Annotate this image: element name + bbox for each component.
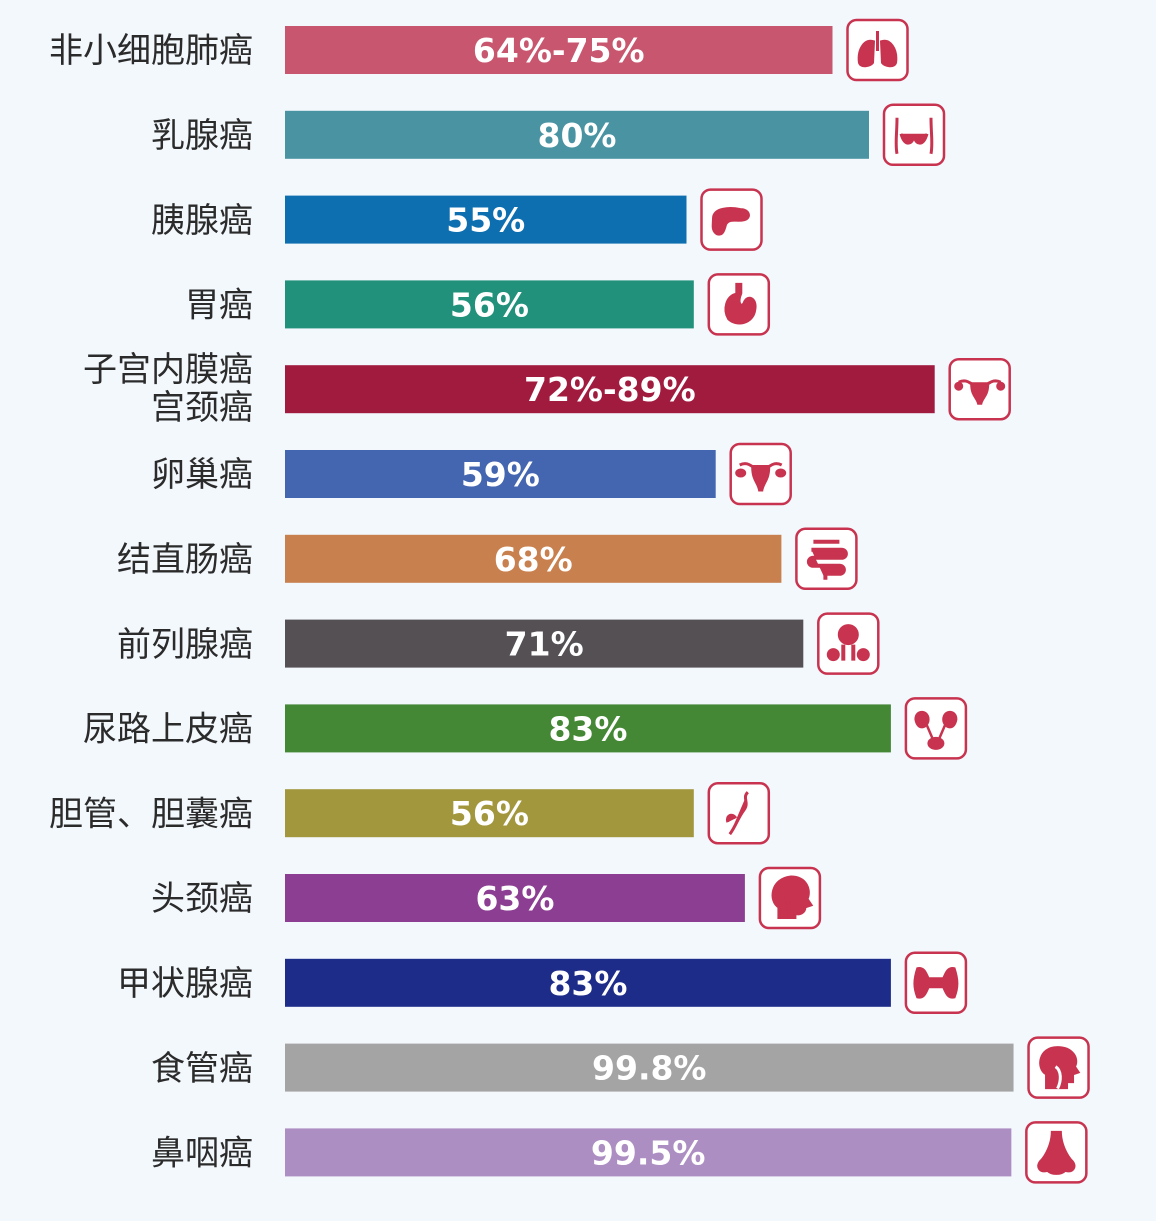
bar [285,365,935,414]
bar [285,789,694,838]
pancreas-icon [700,188,763,251]
kidney-icon [904,697,968,760]
value-label: 56% [450,794,529,833]
value-label: 68% [494,540,573,579]
bar [285,704,891,753]
category-label: 子宫内膜癌 [83,350,253,390]
bar [285,195,687,244]
value-label: 99.8% [592,1049,707,1088]
value-label: 55% [446,201,525,240]
category-label: 鼻咽癌 [151,1134,253,1174]
value-label: 99.5% [591,1133,706,1172]
category-label: 胆管、胆囊癌 [49,794,253,834]
value-label: 72%-89% [524,370,696,409]
category-label: 胰腺癌 [151,201,253,241]
bar [285,280,694,329]
category-label: 胃癌 [185,286,253,326]
nose-icon [1025,1121,1088,1184]
category-label: 尿路上皮癌 [83,710,253,750]
bar [285,534,782,583]
bile-duct-icon [707,781,771,845]
bar [285,874,745,922]
value-label: 63% [475,879,554,918]
bar [285,450,716,498]
category-label: 食管癌 [151,1049,253,1089]
category-label: 头颈癌 [151,879,253,919]
lungs-icon [846,18,909,82]
value-label: 71% [505,625,584,664]
category-label: 宫颈癌 [151,388,253,428]
category-label: 卵巢癌 [151,455,253,495]
value-label: 80% [538,116,617,155]
breast-icon [882,103,946,167]
stomach-icon [707,273,771,336]
uterus-icon [948,357,1011,421]
intestine-icon [795,527,858,591]
bar [285,26,833,74]
bar [285,619,804,668]
thyroid-icon [904,951,968,1015]
bar [285,110,869,159]
category-label: 结直肠癌 [117,540,253,580]
value-label: 83% [548,709,627,748]
value-label: 56% [450,285,529,324]
category-label: 前列腺癌 [117,625,253,665]
category-label: 乳腺癌 [151,116,253,156]
value-label: 64%-75% [473,31,645,70]
head-neck-icon [758,866,822,930]
esophagus-icon [1027,1036,1090,1099]
bar [285,958,891,1007]
ovary-icon [729,442,792,506]
prostate-icon [817,612,880,675]
category-label: 甲状腺癌 [117,964,253,1004]
category-label: 非小细胞肺癌 [49,31,253,71]
value-label: 59% [461,455,540,494]
bar [285,1043,1014,1092]
bar [285,1128,1012,1177]
value-label: 83% [548,964,627,1003]
